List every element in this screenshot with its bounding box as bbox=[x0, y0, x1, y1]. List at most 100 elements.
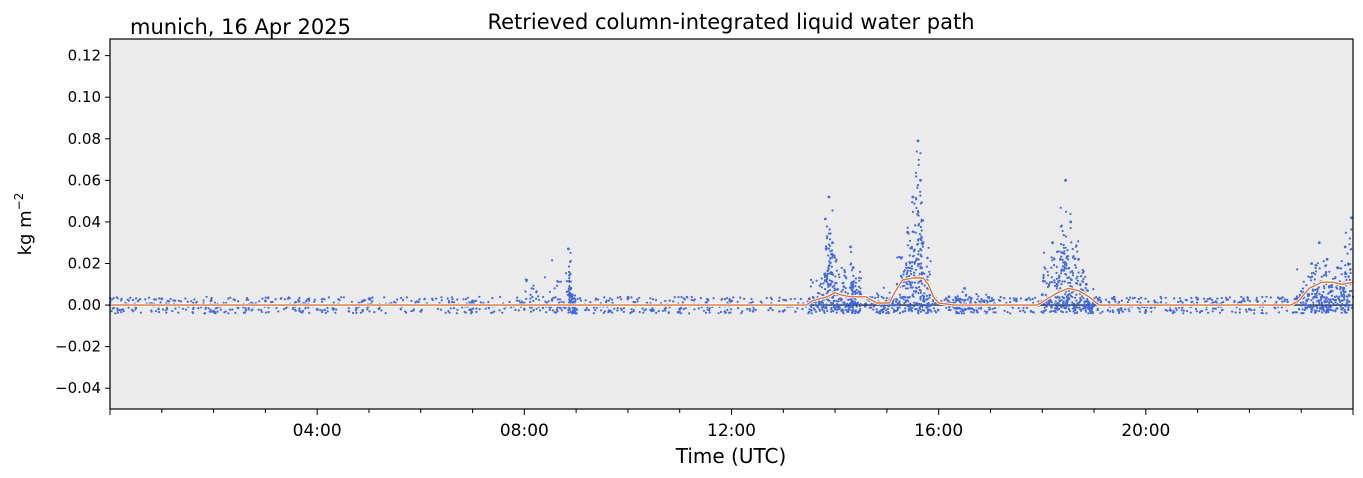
x-tick-label: 04:00 bbox=[293, 421, 342, 441]
scatter-noise-point bbox=[778, 296, 781, 299]
scatter-point bbox=[1326, 308, 1329, 311]
scatter-point bbox=[830, 272, 833, 276]
scatter-noise-point bbox=[242, 311, 245, 314]
scatter-point bbox=[920, 220, 923, 223]
scatter-point bbox=[1045, 304, 1048, 308]
scatter-noise-point bbox=[1184, 298, 1187, 301]
scatter-noise-point bbox=[940, 299, 943, 303]
scatter-noise-point bbox=[410, 310, 413, 313]
scatter-noise-point bbox=[657, 310, 660, 313]
scatter-noise-point bbox=[468, 301, 471, 304]
scatter-noise-point bbox=[234, 311, 237, 315]
scatter-point bbox=[419, 309, 423, 313]
scatter-noise-point bbox=[313, 300, 316, 303]
scatter-noise-point bbox=[257, 308, 260, 311]
scatter-noise-point bbox=[547, 300, 550, 303]
scatter-noise-point bbox=[992, 311, 995, 314]
scatter-point bbox=[1320, 308, 1323, 311]
scatter-noise-point bbox=[1324, 298, 1327, 301]
scatter-noise-point bbox=[404, 310, 407, 313]
scatter-noise-point bbox=[564, 306, 567, 309]
scatter-noise-point bbox=[478, 308, 481, 311]
scatter-point bbox=[1331, 298, 1334, 301]
scatter-point bbox=[854, 310, 857, 313]
scatter-point bbox=[960, 312, 964, 315]
scatter-point bbox=[909, 286, 912, 289]
scatter-point bbox=[809, 308, 812, 311]
scatter-point bbox=[837, 307, 841, 310]
scatter-noise-point bbox=[607, 311, 610, 314]
scatter-noise-point bbox=[759, 300, 763, 303]
scatter-point bbox=[907, 232, 910, 235]
scatter-noise-point bbox=[259, 308, 263, 312]
scatter-noise-point bbox=[204, 307, 207, 311]
scatter-point bbox=[565, 280, 569, 283]
scatter-point bbox=[551, 259, 554, 262]
scatter-point bbox=[1067, 289, 1070, 292]
scatter-point bbox=[1310, 272, 1313, 275]
scatter-noise-point bbox=[1341, 303, 1344, 306]
scatter-noise-point bbox=[603, 296, 606, 299]
scatter-noise-point bbox=[1190, 296, 1193, 300]
scatter-point bbox=[1065, 264, 1068, 267]
scatter-point bbox=[530, 287, 533, 290]
scatter-point bbox=[961, 290, 964, 294]
scatter-point bbox=[1077, 240, 1080, 243]
scatter-noise-point bbox=[1003, 297, 1006, 300]
scatter-noise-point bbox=[842, 309, 845, 312]
scatter-point bbox=[569, 280, 572, 283]
scatter-noise-point bbox=[383, 296, 386, 299]
scatter-noise-point bbox=[907, 307, 910, 310]
scatter-point bbox=[920, 262, 923, 265]
scatter-point bbox=[893, 308, 896, 311]
scatter-noise-point bbox=[320, 311, 324, 314]
scatter-noise-point bbox=[1189, 311, 1192, 314]
scatter-point bbox=[815, 279, 818, 282]
scatter-point bbox=[914, 291, 917, 294]
scatter-point bbox=[921, 245, 925, 248]
x-tick-label: 20:00 bbox=[1121, 421, 1170, 441]
scatter-noise-point bbox=[456, 298, 459, 301]
scatter-noise-point bbox=[796, 307, 799, 310]
scatter-point bbox=[837, 298, 841, 301]
scatter-noise-point bbox=[301, 309, 304, 313]
scatter-noise-point bbox=[1071, 301, 1074, 304]
scatter-point bbox=[1313, 305, 1316, 308]
scatter-point bbox=[879, 309, 883, 312]
scatter-noise-point bbox=[1019, 310, 1022, 313]
scatter-point bbox=[1301, 308, 1304, 311]
scatter-point bbox=[920, 279, 923, 282]
scatter-point bbox=[858, 279, 861, 282]
scatter-noise-point bbox=[655, 311, 658, 315]
scatter-noise-point bbox=[726, 301, 729, 304]
scatter-point bbox=[963, 287, 966, 290]
scatter-point bbox=[923, 292, 926, 295]
scatter-point bbox=[1059, 287, 1062, 290]
scatter-noise-point bbox=[748, 307, 751, 310]
scatter-point bbox=[567, 247, 570, 251]
scatter-noise-point bbox=[261, 297, 264, 300]
scatter-noise-point bbox=[1011, 306, 1015, 309]
scatter-noise-point bbox=[116, 309, 119, 312]
scatter-point bbox=[1043, 309, 1046, 312]
scatter-point bbox=[529, 293, 532, 296]
scatter-point bbox=[983, 310, 986, 313]
scatter-noise-point bbox=[154, 310, 158, 313]
smoothed-line bbox=[110, 277, 1354, 306]
scatter-noise-point bbox=[741, 310, 744, 313]
scatter-point bbox=[854, 291, 857, 294]
scatter-point bbox=[1335, 287, 1339, 290]
scatter-noise-point bbox=[518, 299, 521, 302]
scatter-noise-point bbox=[1294, 311, 1297, 314]
scatter-point bbox=[1309, 279, 1313, 282]
scatter-noise-point bbox=[947, 308, 950, 312]
scatter-point bbox=[1330, 286, 1334, 289]
scatter-point bbox=[909, 283, 912, 286]
scatter-noise-point bbox=[668, 306, 671, 309]
scatter-point bbox=[912, 250, 916, 253]
scatter-point bbox=[1060, 272, 1063, 275]
scatter-point bbox=[574, 299, 577, 302]
scatter-noise-point bbox=[898, 312, 902, 315]
scatter-point bbox=[1343, 298, 1346, 301]
scatter-point bbox=[555, 284, 559, 287]
